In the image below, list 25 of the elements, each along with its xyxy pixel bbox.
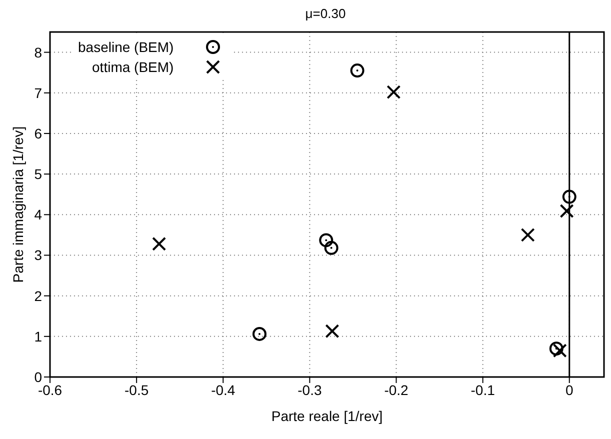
y-tick-label: 3	[34, 247, 42, 264]
point	[562, 190, 576, 204]
y-tick-label: 7	[34, 84, 42, 101]
x-tick-label: -0.5	[124, 382, 149, 398]
legend-label: baseline (BEM)	[78, 39, 174, 55]
point	[324, 240, 338, 255]
point	[252, 326, 266, 341]
point	[350, 64, 364, 78]
point	[319, 233, 334, 248]
x-tick-label: -0.2	[384, 382, 409, 398]
y-tick-label: 5	[34, 166, 42, 182]
y-axis-title: Parte immaginaria [1/rev]	[10, 126, 26, 283]
point	[549, 342, 564, 356]
y-tick-label: 4	[34, 206, 42, 223]
y-tick-label: 8	[34, 44, 42, 60]
y-tick-label: 6	[34, 125, 42, 142]
y-tick-label: 1	[34, 328, 42, 344]
y-tick-label: 2	[34, 288, 42, 304]
x-tick-label: -0.1	[470, 382, 496, 398]
x-tick-label: -0.4	[211, 382, 236, 398]
x-tick-label: -0.3	[298, 382, 322, 398]
legend-label: ottima (BEM)	[92, 59, 174, 75]
x-axis-title: Parte reale [1/rev]	[271, 408, 383, 424]
x-tick-label: 0	[565, 382, 574, 398]
chart-title: μ=0.30	[304, 6, 347, 21]
